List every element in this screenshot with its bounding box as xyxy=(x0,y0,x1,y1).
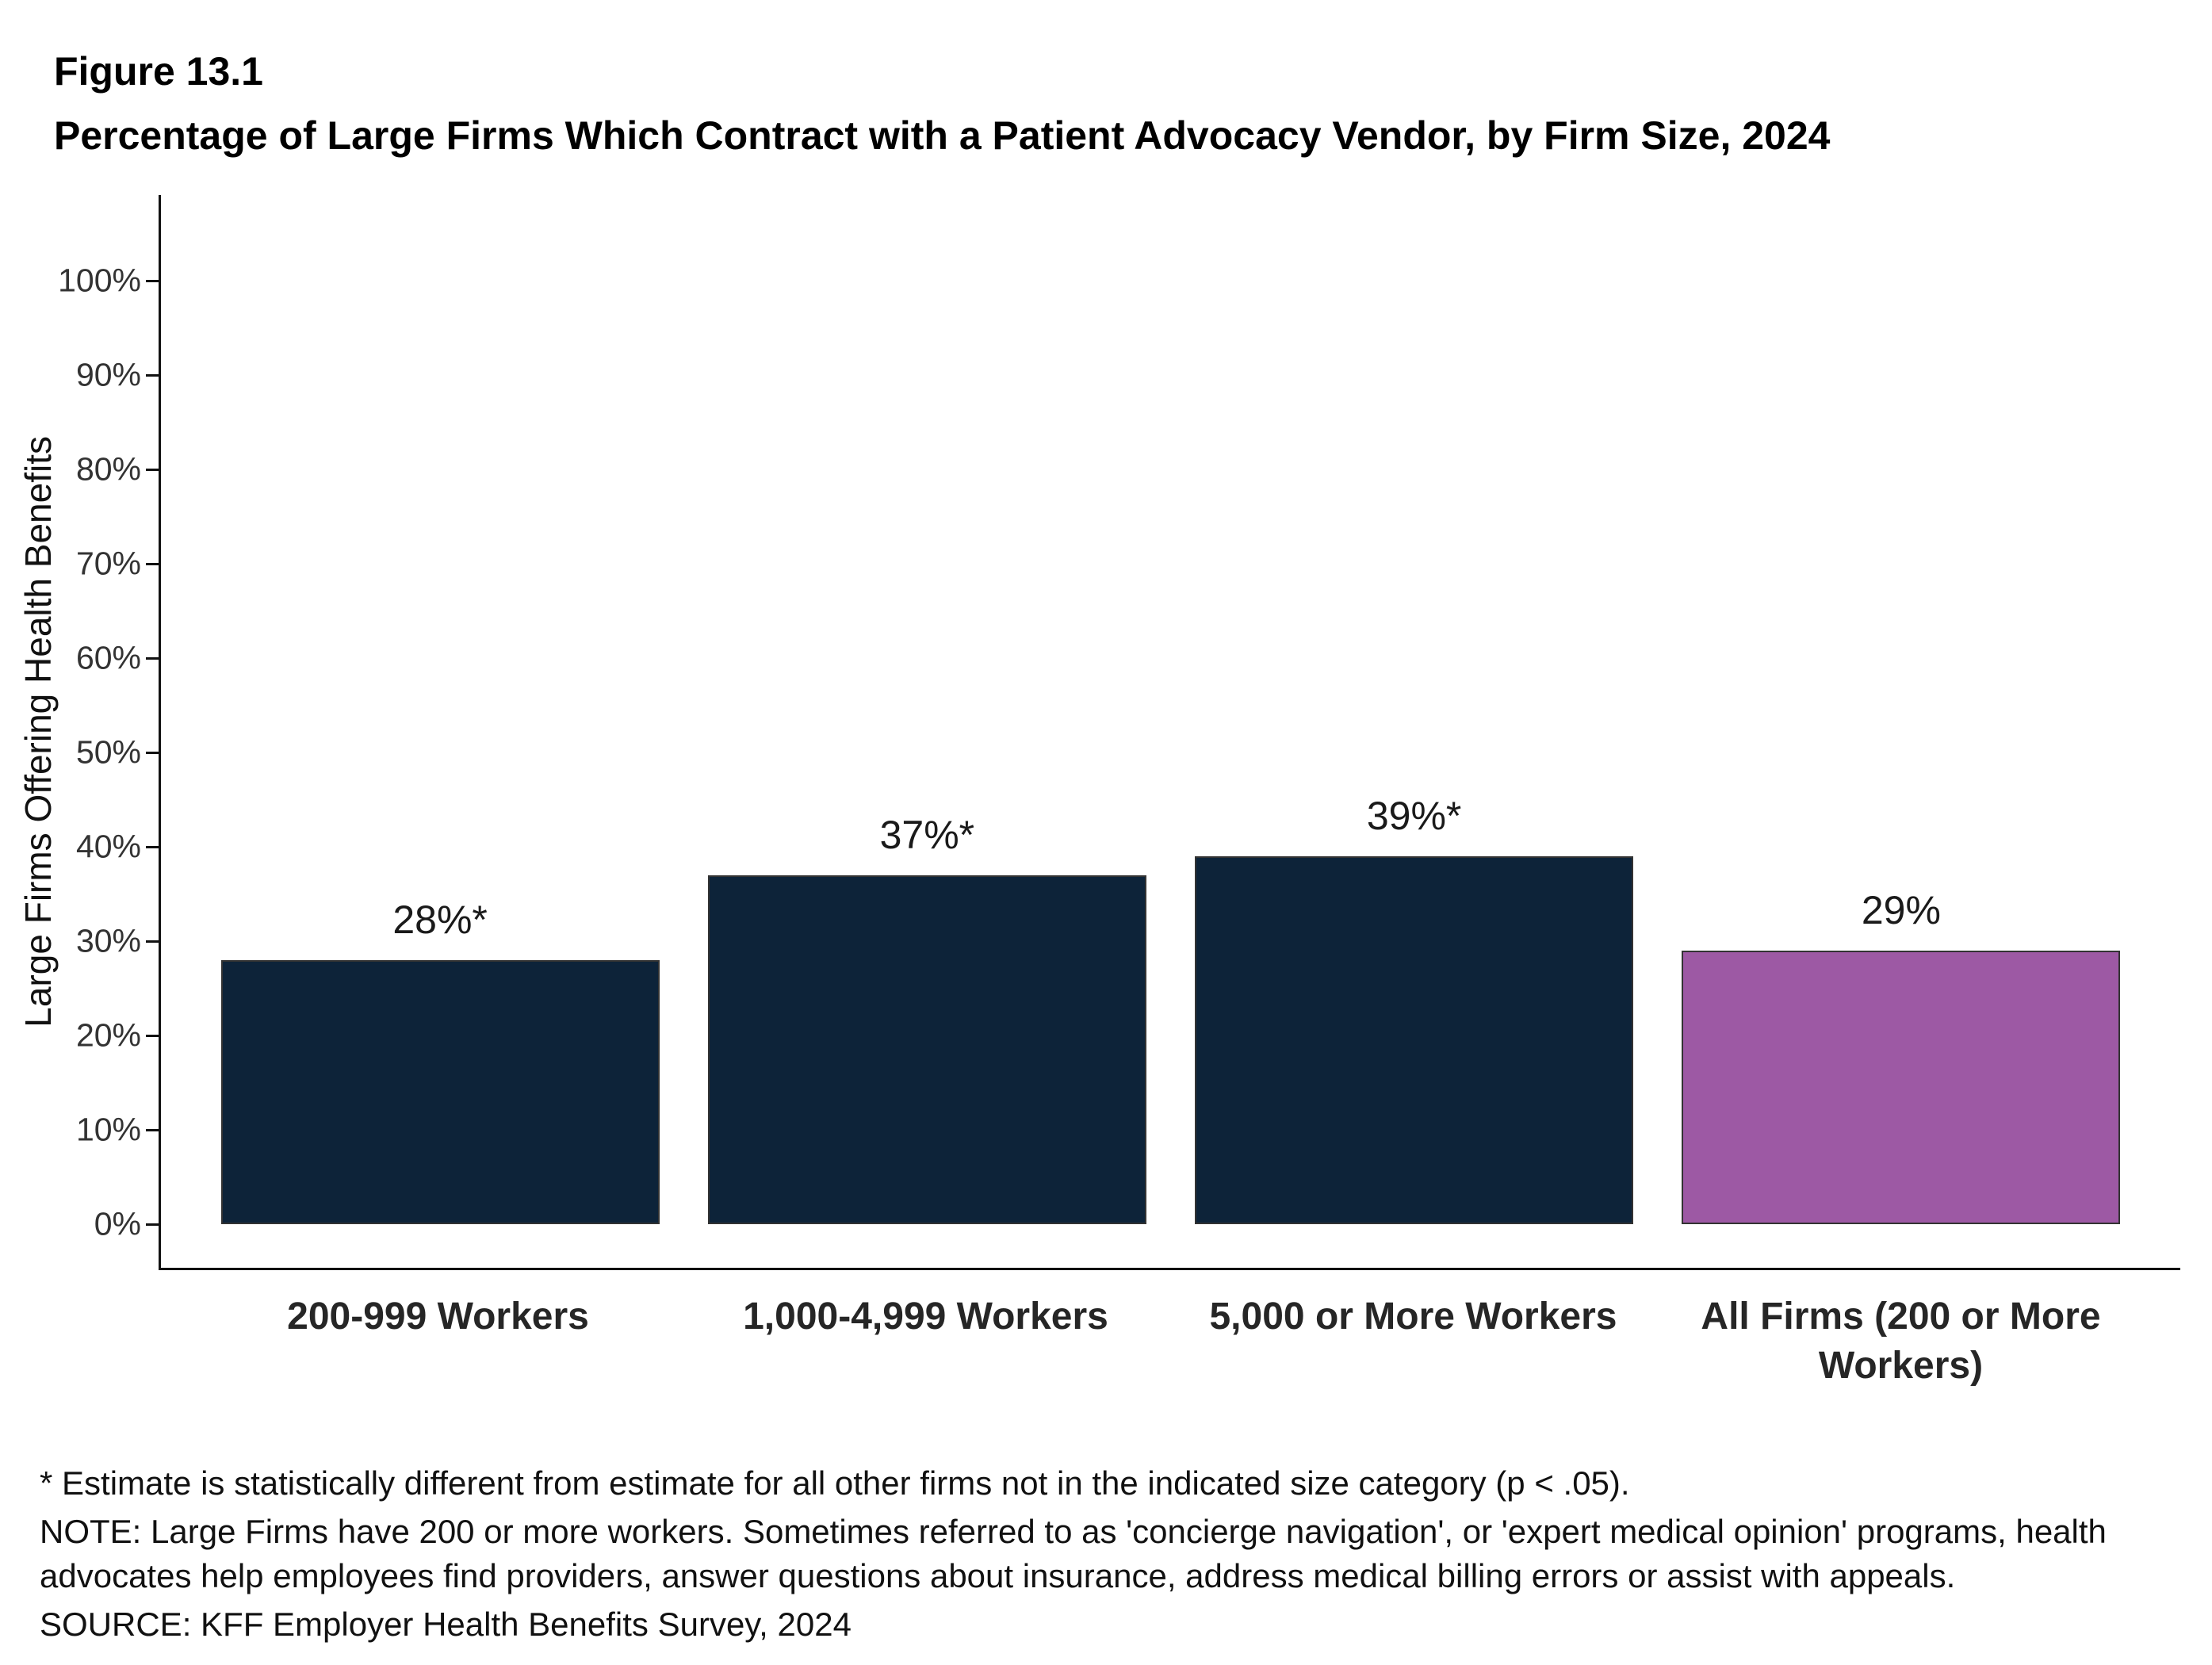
y-tick-mark xyxy=(146,468,159,471)
y-tick-label: 90% xyxy=(75,356,141,393)
x-axis-category-label: All Firms (200 or More Workers) xyxy=(1701,1296,2101,1388)
figure-title: Percentage of Large Firms Which Contract… xyxy=(54,113,1831,158)
y-tick-mark xyxy=(146,845,159,848)
x-axis-category-label: 1,000-4,999 Workers xyxy=(743,1296,1108,1338)
bars-row: 28%* 37%* 39%* 29% xyxy=(161,793,2180,1224)
y-tick-mark xyxy=(146,1128,159,1131)
y-tick-mark xyxy=(146,1034,159,1037)
footnote-source: SOURCE: KFF Employer Health Benefits Sur… xyxy=(40,1606,852,1644)
y-tick-mark xyxy=(146,1223,159,1226)
bar-value-label: 39%* xyxy=(1366,793,1462,838)
bar-slot: 37%* xyxy=(683,812,1170,1224)
bar-slot: 29% xyxy=(1658,887,2145,1224)
y-tick-label: 30% xyxy=(75,922,141,959)
figure-number: Figure 13.1 xyxy=(54,49,263,94)
x-axis-category-label: 5,000 or More Workers xyxy=(1209,1296,1617,1338)
y-tick-label: 100% xyxy=(58,262,141,299)
y-tick-mark xyxy=(146,940,159,943)
y-tick-label: 10% xyxy=(75,1111,141,1148)
bar xyxy=(220,959,660,1224)
y-tick-mark xyxy=(146,279,159,282)
footnotes: * Estimate is statistically different fr… xyxy=(40,1461,2149,1647)
bar-slot: 28%* xyxy=(197,897,683,1224)
y-tick-label: 0% xyxy=(94,1205,141,1242)
y-tick-label: 60% xyxy=(75,639,141,676)
y-tick-mark xyxy=(146,373,159,377)
y-axis-title: Large Firms Offering Health Benefits xyxy=(0,195,76,1268)
bar-value-label: 29% xyxy=(1861,887,1941,932)
y-tick-label: 80% xyxy=(75,450,141,488)
bar xyxy=(1195,855,1634,1224)
y-tick-label: 40% xyxy=(75,828,141,865)
y-tick-mark xyxy=(146,656,159,660)
bar-value-label: 37%* xyxy=(879,812,975,857)
y-axis-ticks: 0% 10% 20% 30% 40% 50% 60% 70% 80% 90% 100% xyxy=(58,195,159,1268)
y-tick-label: 70% xyxy=(75,545,141,582)
y-tick-label: 20% xyxy=(75,1016,141,1054)
plot-area: 28%* 37%* 39%* 29% xyxy=(146,195,2180,1270)
y-axis-title-text: Large Firms Offering Health Benefits xyxy=(17,435,59,1028)
bar-value-label: 28%* xyxy=(392,897,488,942)
y-tick-label: 50% xyxy=(75,733,141,771)
footnote-significance: * Estimate is statistically different fr… xyxy=(40,1464,1630,1502)
footnote-note: NOTE: Large Firms have 200 or more worke… xyxy=(40,1513,2107,1594)
bar xyxy=(1682,950,2121,1224)
y-tick-mark xyxy=(146,751,159,754)
x-axis-labels: 200-999 Workers 1,000-4,999 Workers 5,000 … xyxy=(159,1292,2180,1391)
x-axis-category-label: 200-999 Workers xyxy=(287,1296,589,1338)
bar-chart: Large Firms Offering Health Benefits 0% 1… xyxy=(0,195,2212,1270)
bar-slot: 39%* xyxy=(1171,793,1658,1224)
y-tick-mark xyxy=(146,562,159,565)
bar xyxy=(707,875,1146,1224)
title-block: Figure 13.1 Percentage of Large Firms Wh… xyxy=(0,0,2212,168)
